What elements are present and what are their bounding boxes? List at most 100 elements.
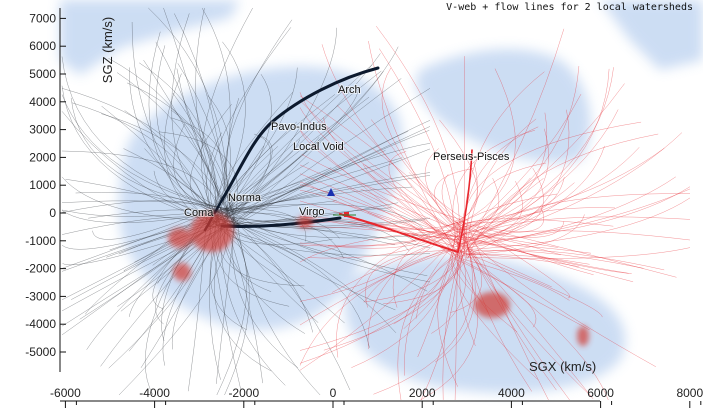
node-coma-left [168, 228, 192, 248]
x-tick-label: 2000 [409, 386, 436, 400]
flow-line-red [458, 257, 570, 301]
flow-line-red [459, 219, 571, 299]
flow-line-red [323, 117, 469, 252]
flow-line-red [456, 241, 552, 288]
flow-line-black [227, 219, 397, 333]
x-tick-label: 0 [330, 386, 337, 400]
flow-line-black [215, 143, 431, 213]
flow-line-red [460, 250, 644, 269]
y-tick-label: 1000 [29, 178, 56, 192]
flow-line-red [458, 93, 582, 238]
flow-line-black [220, 130, 430, 226]
flow-line-black [61, 85, 232, 227]
flow-line-red [331, 228, 466, 293]
flow-line-black [227, 74, 272, 211]
label-pavo-indus: Pavo-Indus [271, 121, 327, 133]
flow-line-red [321, 44, 455, 229]
flow-line-red [346, 187, 464, 254]
flow-line-red [462, 238, 591, 396]
flow-line-red [299, 129, 456, 260]
flow-line-red [467, 180, 523, 238]
flow-line-red [454, 258, 590, 331]
flow-line-red [393, 231, 456, 325]
flow-line-red [456, 220, 570, 401]
flow-line-red [465, 232, 559, 248]
y-tick-label: 5000 [29, 67, 56, 81]
flow-line-black [201, 7, 253, 209]
flow-line-red [307, 220, 462, 259]
y-axis-label: SGZ (km/s) [100, 17, 115, 83]
origin-markers [327, 188, 356, 217]
flow-line-red [468, 236, 657, 368]
y-axis: 7000 6000 5000 4000 3000 2000 1000 0 -1000 -2000 -… [25, 8, 66, 372]
flow-line-red [459, 128, 549, 236]
flow-line-red [466, 118, 537, 258]
flow-line-black [61, 56, 235, 213]
flow-line-red [467, 176, 676, 249]
x-tick-label: -6000 [50, 386, 81, 400]
flow-line-red [463, 236, 632, 274]
y-tick-label: 3000 [29, 123, 56, 137]
flow-line-red [420, 235, 462, 401]
y-tick-label: 4000 [29, 95, 56, 109]
flow-line-black [171, 13, 216, 220]
flow-line-black [123, 148, 215, 213]
x-tick-label: -4000 [139, 386, 170, 400]
x-tick-label: -2000 [228, 386, 259, 400]
flow-line-black [143, 59, 235, 227]
flow-line-black [233, 208, 307, 242]
flow-line-red [454, 68, 516, 226]
node-virgo [297, 216, 313, 228]
flow-line-red [351, 220, 462, 368]
flow-line-black [124, 110, 209, 214]
flow-line-red [464, 252, 603, 318]
label-arch: Arch [338, 84, 361, 96]
flow-line-red [299, 107, 462, 235]
flow-line-black [158, 131, 238, 220]
y-tick-label: -4000 [25, 317, 56, 331]
flow-line-red [383, 234, 462, 305]
flow-line-black [148, 31, 211, 221]
node-lower-left [173, 263, 191, 281]
y-tick-label: -3000 [25, 289, 56, 303]
flow-line-black [101, 105, 221, 221]
flow-line-red [299, 100, 464, 228]
flow-line-black [208, 225, 370, 348]
flow-line-black [212, 157, 403, 214]
flow-line-red [327, 221, 459, 249]
filament-red-link [339, 213, 459, 253]
flow-line-red [404, 230, 467, 376]
flow-line-red [299, 222, 467, 247]
flow-line-black [108, 58, 220, 224]
flow-line-black [177, 63, 235, 212]
flow-line-red [441, 174, 467, 240]
flow-line-black [221, 134, 273, 225]
header-caption: V-web + flow lines for 2 local watershed… [446, 2, 693, 13]
flow-line-black [144, 148, 225, 211]
flow-line-black [212, 41, 246, 214]
flow-line-red [458, 249, 665, 271]
flow-line-red [467, 133, 659, 259]
flow-line-red [299, 247, 461, 366]
flow-line-red [363, 236, 467, 303]
flow-line-black [61, 214, 220, 250]
flow-line-black [201, 7, 231, 213]
cloud-right-top [416, 49, 591, 163]
flow-line-black [227, 209, 431, 283]
flow-line-red [368, 40, 460, 260]
flow-line-black [195, 7, 236, 227]
flow-line-red [469, 214, 585, 255]
x-tick-label: 6000 [587, 386, 614, 400]
y-tick-label: 0 [49, 206, 56, 220]
flow-line-red [299, 184, 460, 240]
flow-line-black [70, 97, 236, 210]
flow-line-red [464, 188, 691, 246]
flow-line-black [164, 73, 211, 227]
flow-line-red [299, 182, 457, 255]
flow-line-black [144, 214, 211, 396]
flow-line-red [458, 248, 609, 401]
flow-line-red [299, 239, 466, 326]
flow-line-red [463, 28, 565, 252]
flow-line-black [65, 178, 220, 220]
